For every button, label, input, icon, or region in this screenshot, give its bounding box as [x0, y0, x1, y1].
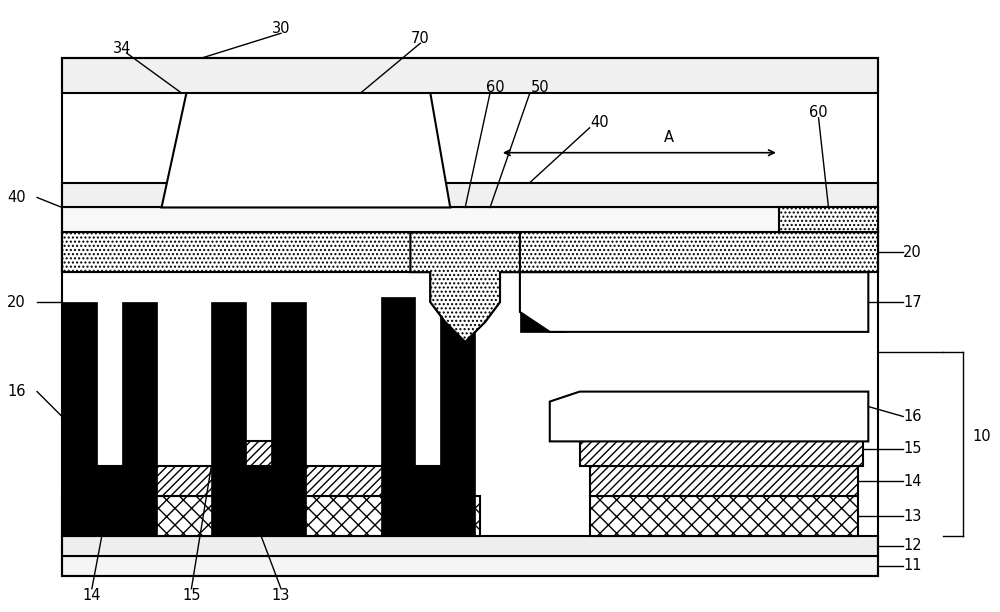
- Text: 13: 13: [272, 588, 290, 603]
- Text: 12: 12: [903, 539, 922, 553]
- Bar: [580, 441, 863, 466]
- Polygon shape: [550, 392, 868, 441]
- Polygon shape: [162, 93, 450, 207]
- Bar: [62, 496, 480, 536]
- Bar: [62, 233, 878, 272]
- Text: 17: 17: [903, 294, 922, 310]
- Bar: [62, 207, 878, 233]
- Text: 30: 30: [272, 21, 290, 35]
- Polygon shape: [381, 297, 475, 536]
- Polygon shape: [211, 302, 306, 536]
- Text: 40: 40: [590, 115, 609, 130]
- Polygon shape: [520, 272, 868, 332]
- Bar: [590, 496, 858, 536]
- Bar: [500, 233, 878, 272]
- Text: 34: 34: [113, 40, 131, 56]
- Bar: [62, 58, 878, 93]
- Bar: [62, 182, 878, 207]
- Text: 70: 70: [411, 31, 430, 46]
- Text: 60: 60: [809, 105, 828, 121]
- Text: 16: 16: [7, 384, 26, 399]
- Text: 50: 50: [531, 81, 549, 95]
- Bar: [590, 466, 858, 496]
- Bar: [62, 233, 430, 272]
- Text: 15: 15: [903, 441, 922, 457]
- Bar: [62, 536, 878, 556]
- Text: 60: 60: [486, 81, 504, 95]
- Text: A: A: [664, 130, 674, 145]
- Bar: [62, 556, 878, 576]
- Text: 14: 14: [83, 588, 101, 603]
- Text: 13: 13: [903, 509, 922, 523]
- Bar: [779, 207, 878, 233]
- Bar: [62, 58, 878, 576]
- Text: 10: 10: [973, 429, 991, 444]
- Text: 14: 14: [903, 474, 922, 489]
- Bar: [216, 441, 301, 466]
- Text: 16: 16: [903, 409, 922, 424]
- Polygon shape: [62, 302, 157, 536]
- Text: 40: 40: [7, 190, 26, 205]
- Polygon shape: [410, 233, 520, 342]
- Bar: [97, 466, 445, 496]
- Polygon shape: [430, 272, 500, 342]
- Text: 15: 15: [182, 588, 201, 603]
- Text: 11: 11: [903, 558, 922, 573]
- Text: 20: 20: [7, 294, 26, 310]
- Text: 20: 20: [903, 245, 922, 259]
- Bar: [520, 297, 565, 332]
